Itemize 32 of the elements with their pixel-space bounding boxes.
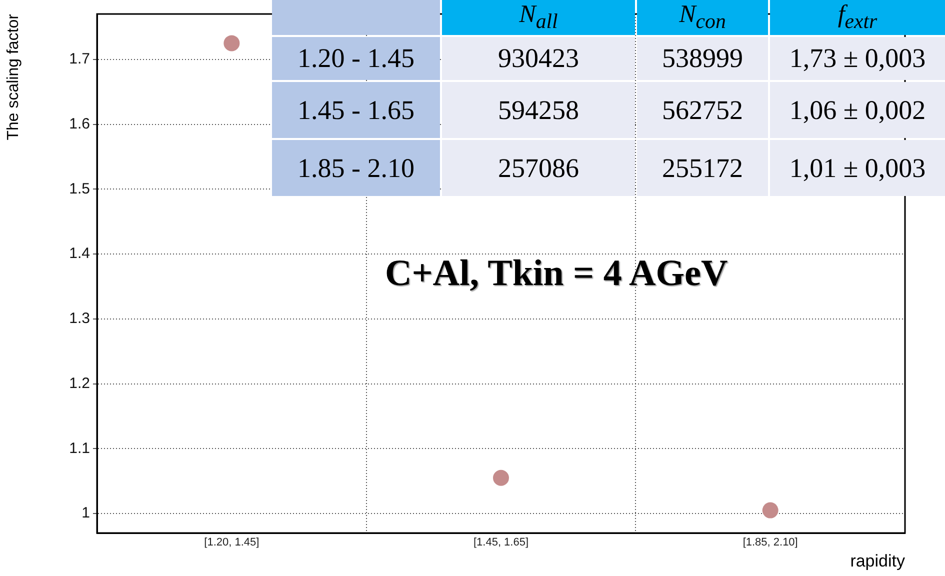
- category-label: 1.45 - 1.65: [272, 82, 440, 138]
- y-tick-label: 1.7: [69, 50, 90, 68]
- data-label: 257086: [442, 140, 635, 196]
- y-tick-label: 1.6: [69, 115, 90, 132]
- annotation: C+Al, Tkin = 4 AGeV: [385, 252, 728, 295]
- y-tick-label: 1.4: [69, 245, 90, 262]
- y-tick-label: 1.1: [69, 440, 90, 457]
- series-label: N$_{all}$: [442, 0, 635, 35]
- x-tick-label: [1.20, 1.45]: [204, 536, 260, 549]
- data-label: 1,01 ± 0,003: [770, 140, 945, 196]
- y-axis-title: The scaling factor: [5, 13, 22, 140]
- y-tick-label: 1.3: [69, 310, 90, 328]
- point: [762, 502, 778, 518]
- data-label: 1,73 ± 0,003: [770, 37, 945, 80]
- data-label: 594258: [442, 82, 635, 138]
- category-label: 1.20 - 1.45: [272, 37, 440, 80]
- data-label: 562752: [637, 82, 768, 138]
- x-tick-label: [1.45, 1.65]: [473, 536, 529, 549]
- x-axis-title: rapidity: [850, 551, 906, 570]
- y-tick-label: 1.5: [69, 180, 90, 198]
- x-tick-label: [1.85, 2.10]: [742, 536, 798, 549]
- series-label: N$_{con}$: [637, 0, 768, 35]
- data-label: 1,06 ± 0,002: [770, 82, 945, 138]
- data-label: 538999: [637, 37, 768, 80]
- category-label: 1.85 - 2.10: [272, 140, 440, 196]
- y-tick-label: 1.2: [69, 374, 90, 392]
- point: [224, 35, 240, 52]
- data-label: 930423: [442, 37, 635, 80]
- point: [493, 470, 509, 486]
- y-tick-label: 1: [82, 504, 90, 522]
- data-label: 255172: [637, 140, 768, 196]
- series-label: f$_{extr}$: [770, 0, 945, 35]
